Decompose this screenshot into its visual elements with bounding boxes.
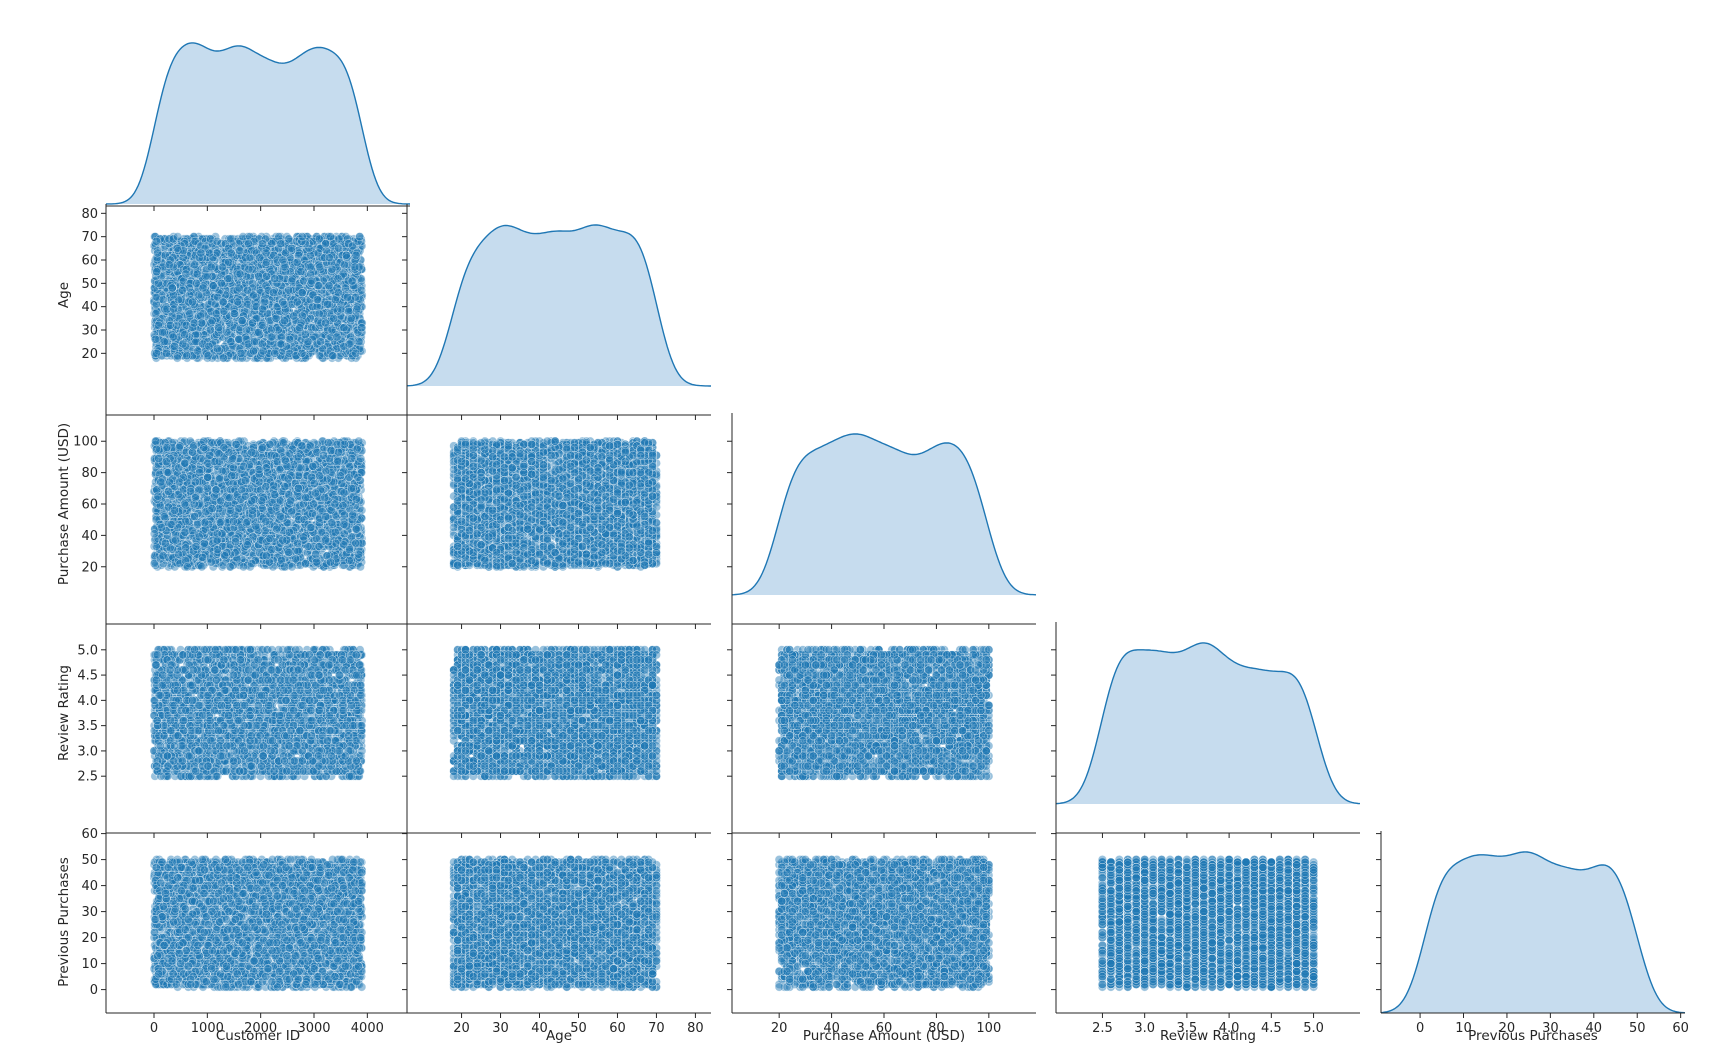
kde-area-purchase-amount-usd bbox=[732, 434, 1036, 595]
scatter-age-vs-customer-id bbox=[150, 233, 366, 363]
kde-area-customer-id bbox=[106, 43, 410, 204]
kde-area-age bbox=[407, 225, 711, 386]
